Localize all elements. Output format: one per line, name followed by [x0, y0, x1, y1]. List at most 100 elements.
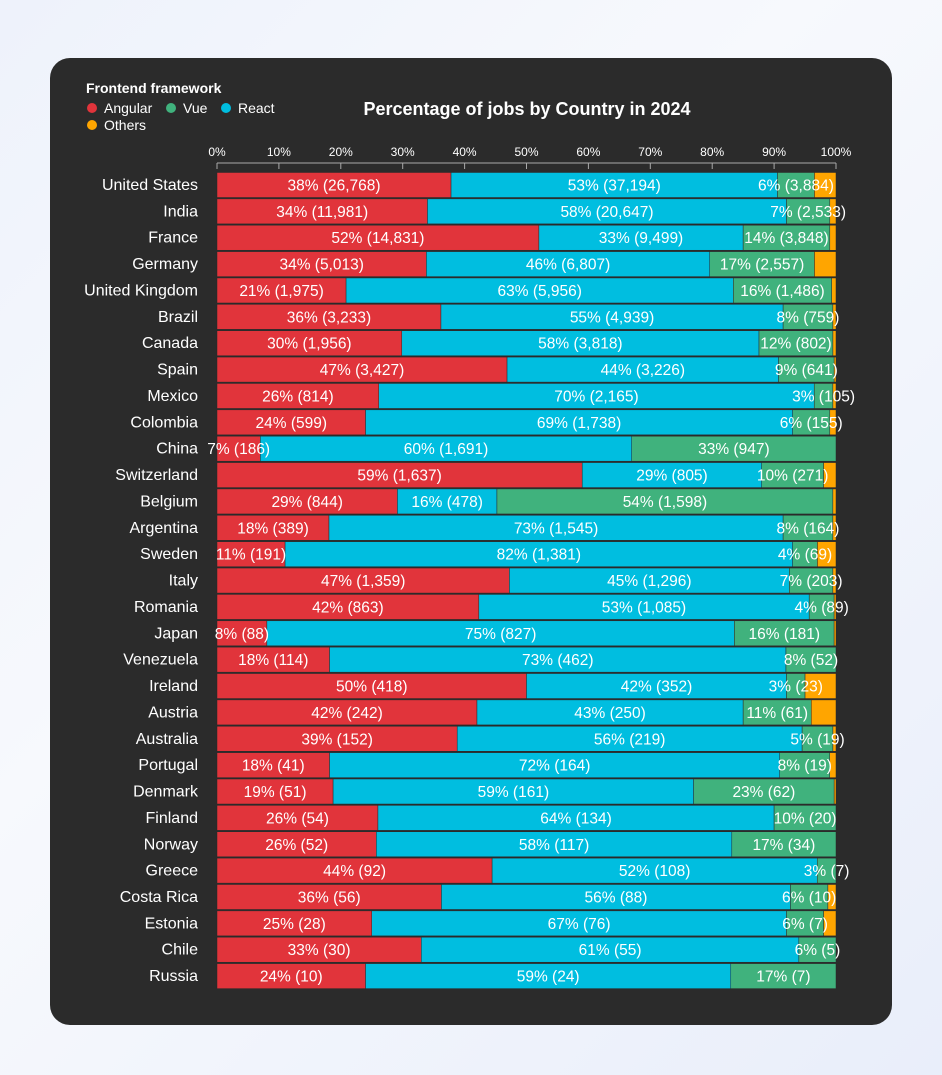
data-label-vue: 3% (23) — [769, 679, 823, 696]
bar-vue — [782, 304, 834, 330]
bar-others — [832, 567, 837, 594]
data-label-react: 67% (76) — [548, 916, 611, 933]
bar-react — [371, 910, 787, 937]
bar-react — [491, 857, 818, 884]
data-label-vue: 7% (203) — [780, 573, 843, 590]
bar-vue — [786, 198, 831, 225]
data-label-vue: 6% (5) — [795, 942, 841, 959]
data-label-angular: 30% (1,956) — [267, 336, 351, 353]
bar-others — [829, 752, 837, 778]
data-label-vue: 5% (19) — [790, 731, 844, 748]
y-tick-label: Japan — [154, 625, 198, 642]
data-label-angular: 11% (191) — [216, 547, 286, 564]
x-tick-label: 90% — [762, 145, 786, 159]
data-label-vue: 8% (52) — [784, 652, 838, 669]
y-tick-label: Venezuela — [123, 652, 198, 669]
bar-others — [832, 515, 837, 541]
data-label-vue: 7% (2,533) — [770, 204, 846, 221]
bar-angular — [216, 277, 347, 304]
data-label-react: 75% (827) — [465, 626, 537, 643]
data-label-vue: 12% (802) — [760, 336, 832, 353]
data-label-react: 73% (1,545) — [514, 520, 598, 537]
bar-angular — [216, 567, 510, 594]
bar-vue — [778, 356, 835, 383]
data-label-angular: 59% (1,637) — [357, 468, 441, 485]
data-label-angular: 26% (54) — [266, 810, 329, 827]
data-label-vue: 10% (271) — [757, 468, 829, 485]
bar-angular — [216, 884, 442, 910]
bar-react — [377, 805, 775, 831]
bar-row-united-kingdom: United Kingdom 21% (1,975) 63% (5,956) 16% … — [84, 277, 837, 304]
y-tick-label: Switzerland — [115, 467, 198, 484]
data-label-react: 60% (1,691) — [404, 441, 488, 458]
data-label-react: 44% (3,226) — [601, 362, 685, 379]
data-label-vue: 9% (641) — [775, 362, 838, 379]
bar-vue — [789, 567, 834, 594]
y-tick-label: Argentina — [130, 520, 199, 537]
bar-others — [832, 726, 837, 752]
bar-row-austria: Austria 42% (242) 43% (250) 11% (61) — [148, 699, 837, 726]
data-label-angular: 24% (599) — [256, 415, 328, 432]
bar-row-belgium: Belgium 29% (844) 16% (478) 54% (1,598) — [140, 488, 837, 515]
bar-others — [832, 330, 837, 356]
bar-vue — [777, 172, 815, 198]
data-label-angular: 36% (3,233) — [287, 309, 371, 326]
bar-react — [478, 594, 810, 620]
y-tick-label: United Kingdom — [84, 282, 198, 299]
data-label-react: 69% (1,738) — [537, 415, 621, 432]
bar-others — [829, 224, 837, 251]
y-tick-label: United States — [102, 177, 198, 194]
data-label-angular: 38% (26,768) — [287, 178, 380, 195]
bar-row-estonia: Estonia 25% (28) 67% (76) 6% (7) — [145, 910, 837, 937]
bar-others — [814, 251, 837, 277]
data-label-angular: 42% (242) — [311, 705, 383, 722]
bar-angular — [216, 330, 403, 356]
data-label-vue: 11% (61) — [746, 705, 808, 722]
bar-row-india: India 34% (11,981) 58% (20,647) 7% (2,533) — [163, 198, 846, 225]
data-label-react: 59% (161) — [478, 784, 550, 801]
bar-others — [833, 356, 837, 383]
legend-swatch-others — [87, 120, 97, 130]
bar-angular — [216, 198, 428, 225]
bar-row-switzerland: Switzerland 59% (1,637) 29% (805) 10% (271) — [115, 462, 837, 488]
bar-vue — [785, 646, 837, 673]
data-label-react: 63% (5,956) — [497, 283, 581, 300]
bar-vue — [742, 699, 812, 726]
bar-vue — [798, 936, 837, 963]
bar-others — [814, 172, 837, 198]
bar-others — [817, 541, 837, 567]
bar-others — [823, 462, 837, 488]
bar-row-norway: Norway 26% (52) 58% (117) 17% (34) — [144, 831, 837, 857]
data-label-vue: 10% (20) — [774, 810, 837, 827]
x-tick-label: 40% — [453, 145, 477, 159]
bar-vue — [782, 515, 834, 541]
y-tick-label: Estonia — [145, 915, 198, 932]
data-label-react: 46% (6,807) — [526, 257, 610, 274]
bar-others — [832, 304, 837, 330]
y-tick-label: Canada — [142, 335, 198, 352]
bar-row-mexico: Mexico 26% (814) 70% (2,165) 3% (105) — [147, 383, 855, 409]
bar-vue — [742, 224, 831, 251]
bar-row-australia: Australia 39% (152) 56% (219) 5% (19) — [136, 726, 845, 752]
data-label-react: 29% (805) — [636, 468, 708, 485]
data-label-angular: 18% (41) — [242, 758, 305, 775]
bar-row-france: France 52% (14,831) 33% (9,499) 14% (3,848) — [148, 224, 837, 251]
data-label-react: 53% (1,085) — [602, 599, 686, 616]
bar-react — [526, 673, 787, 699]
bar-angular — [216, 936, 422, 963]
data-label-react: 53% (37,194) — [568, 178, 661, 195]
y-tick-label: Italy — [169, 573, 198, 590]
bar-vue — [801, 726, 834, 752]
data-label-angular: 47% (1,359) — [321, 573, 405, 590]
data-label-vue: 3% (105) — [792, 388, 855, 405]
data-label-react: 56% (88) — [584, 889, 647, 906]
bar-others — [832, 383, 837, 409]
bar-vue — [792, 541, 818, 567]
bar-row-chile: Chile 33% (30) 61% (55) 6% (5) — [162, 936, 841, 963]
bar-vue — [790, 884, 829, 910]
x-tick-label: 60% — [576, 145, 600, 159]
data-label-angular: 52% (14,831) — [331, 230, 424, 247]
bar-vue — [786, 910, 824, 937]
bar-angular — [216, 515, 330, 541]
bar-others — [827, 884, 837, 910]
